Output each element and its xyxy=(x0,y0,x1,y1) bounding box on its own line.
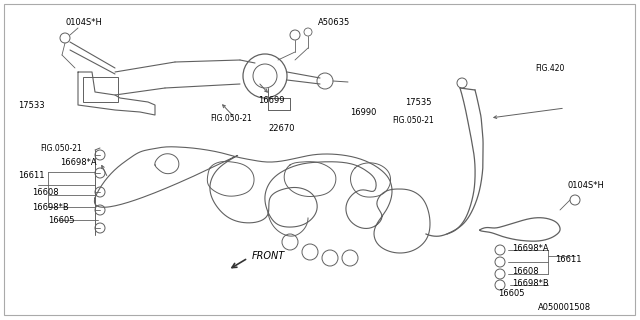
Text: 16698*B: 16698*B xyxy=(32,203,68,212)
Text: FIG.050-21: FIG.050-21 xyxy=(210,114,252,123)
Text: 16605: 16605 xyxy=(498,290,525,299)
Text: 16611: 16611 xyxy=(18,171,45,180)
Text: 16698*B: 16698*B xyxy=(512,278,548,287)
Text: A50635: A50635 xyxy=(318,18,350,27)
Text: A050001508: A050001508 xyxy=(538,303,591,313)
Text: 17533: 17533 xyxy=(18,100,45,109)
Text: 16990: 16990 xyxy=(350,108,376,116)
Text: 17535: 17535 xyxy=(405,98,431,107)
Text: FIG.050-21: FIG.050-21 xyxy=(40,143,82,153)
Text: 16605: 16605 xyxy=(48,215,74,225)
Text: FRONT: FRONT xyxy=(252,251,285,261)
Text: FIG.420: FIG.420 xyxy=(535,63,564,73)
Bar xyxy=(83,77,118,102)
Text: 0104S*H: 0104S*H xyxy=(568,180,605,189)
Text: 16608: 16608 xyxy=(512,268,539,276)
Text: 16699: 16699 xyxy=(258,95,285,105)
Text: 0104S*H: 0104S*H xyxy=(65,18,102,27)
Text: 16611: 16611 xyxy=(555,255,582,265)
Text: FIG.050-21: FIG.050-21 xyxy=(392,116,434,124)
Text: 16608: 16608 xyxy=(32,188,59,196)
Text: 16698*A: 16698*A xyxy=(512,244,548,252)
Text: 16698*A: 16698*A xyxy=(60,157,97,166)
Text: 22670: 22670 xyxy=(268,124,294,132)
